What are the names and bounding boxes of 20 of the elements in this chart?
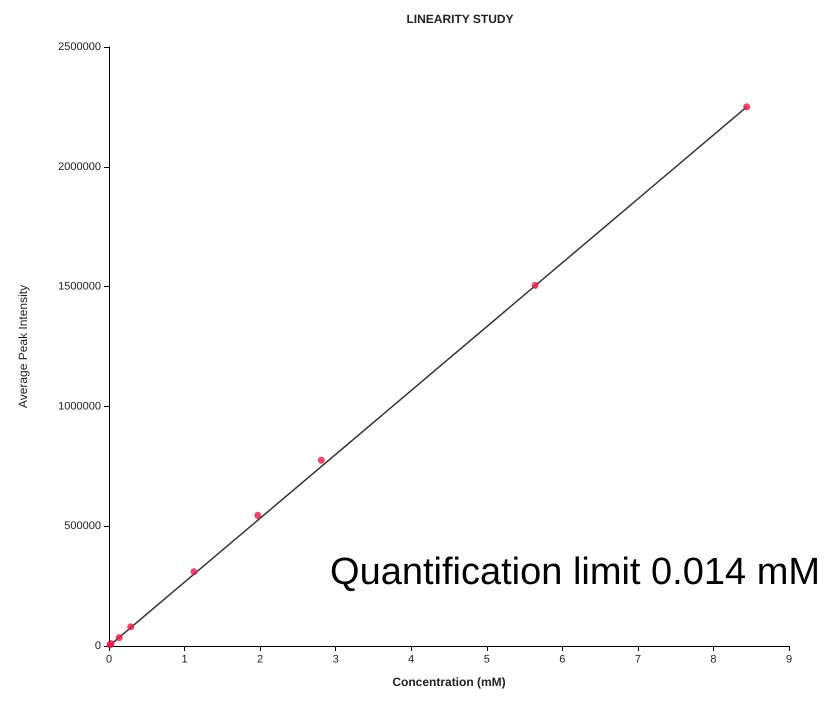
annotation: Quantification limit 0.014 mM <box>330 551 820 593</box>
x-tick-label: 7 <box>634 654 641 666</box>
x-tick-label: 5 <box>484 654 490 666</box>
y-tick-label: 1500000 <box>58 280 101 293</box>
y-tick-label: 500000 <box>64 520 101 532</box>
x-tick-label: 1 <box>181 654 188 666</box>
x-tick-label: 8 <box>710 654 717 666</box>
x-tick-label: 2 <box>257 654 264 666</box>
y-tick-label: 2500000 <box>58 41 101 53</box>
x-tick-label: 4 <box>408 654 414 666</box>
y-axis-title: Average Peak Intensity <box>16 284 30 408</box>
x-tick-label: 3 <box>332 654 339 666</box>
y-tick-label: 1000000 <box>58 400 101 412</box>
y-tick-label: 0 <box>94 640 101 652</box>
x-tick-label: 0 <box>106 654 112 666</box>
chart-title: LINEARITY STUDY <box>406 12 514 26</box>
x-tick-label: 9 <box>786 654 792 666</box>
x-axis-title: Concentration (mM) <box>392 675 506 689</box>
x-tick-label: 6 <box>559 654 566 666</box>
y-tick-label: 2000000 <box>58 160 101 173</box>
